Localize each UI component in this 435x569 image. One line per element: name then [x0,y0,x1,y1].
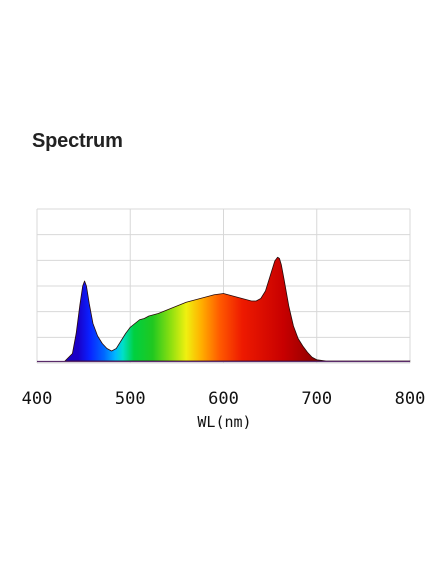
spectrum-area-layer [37,256,411,363]
x-tick-label: 500 [115,389,146,409]
x-tick-label: 800 [395,389,426,409]
x-tick-label: 400 [22,389,53,409]
chart-title: Spectrum [32,130,123,152]
x-tick-label: 700 [301,389,332,409]
spectrum-area [64,256,411,362]
x-tick-label: 600 [208,389,239,409]
x-tick-labels: 400 500 600 700 800 [22,389,426,409]
x-axis-label: WL(nm) [197,413,251,431]
